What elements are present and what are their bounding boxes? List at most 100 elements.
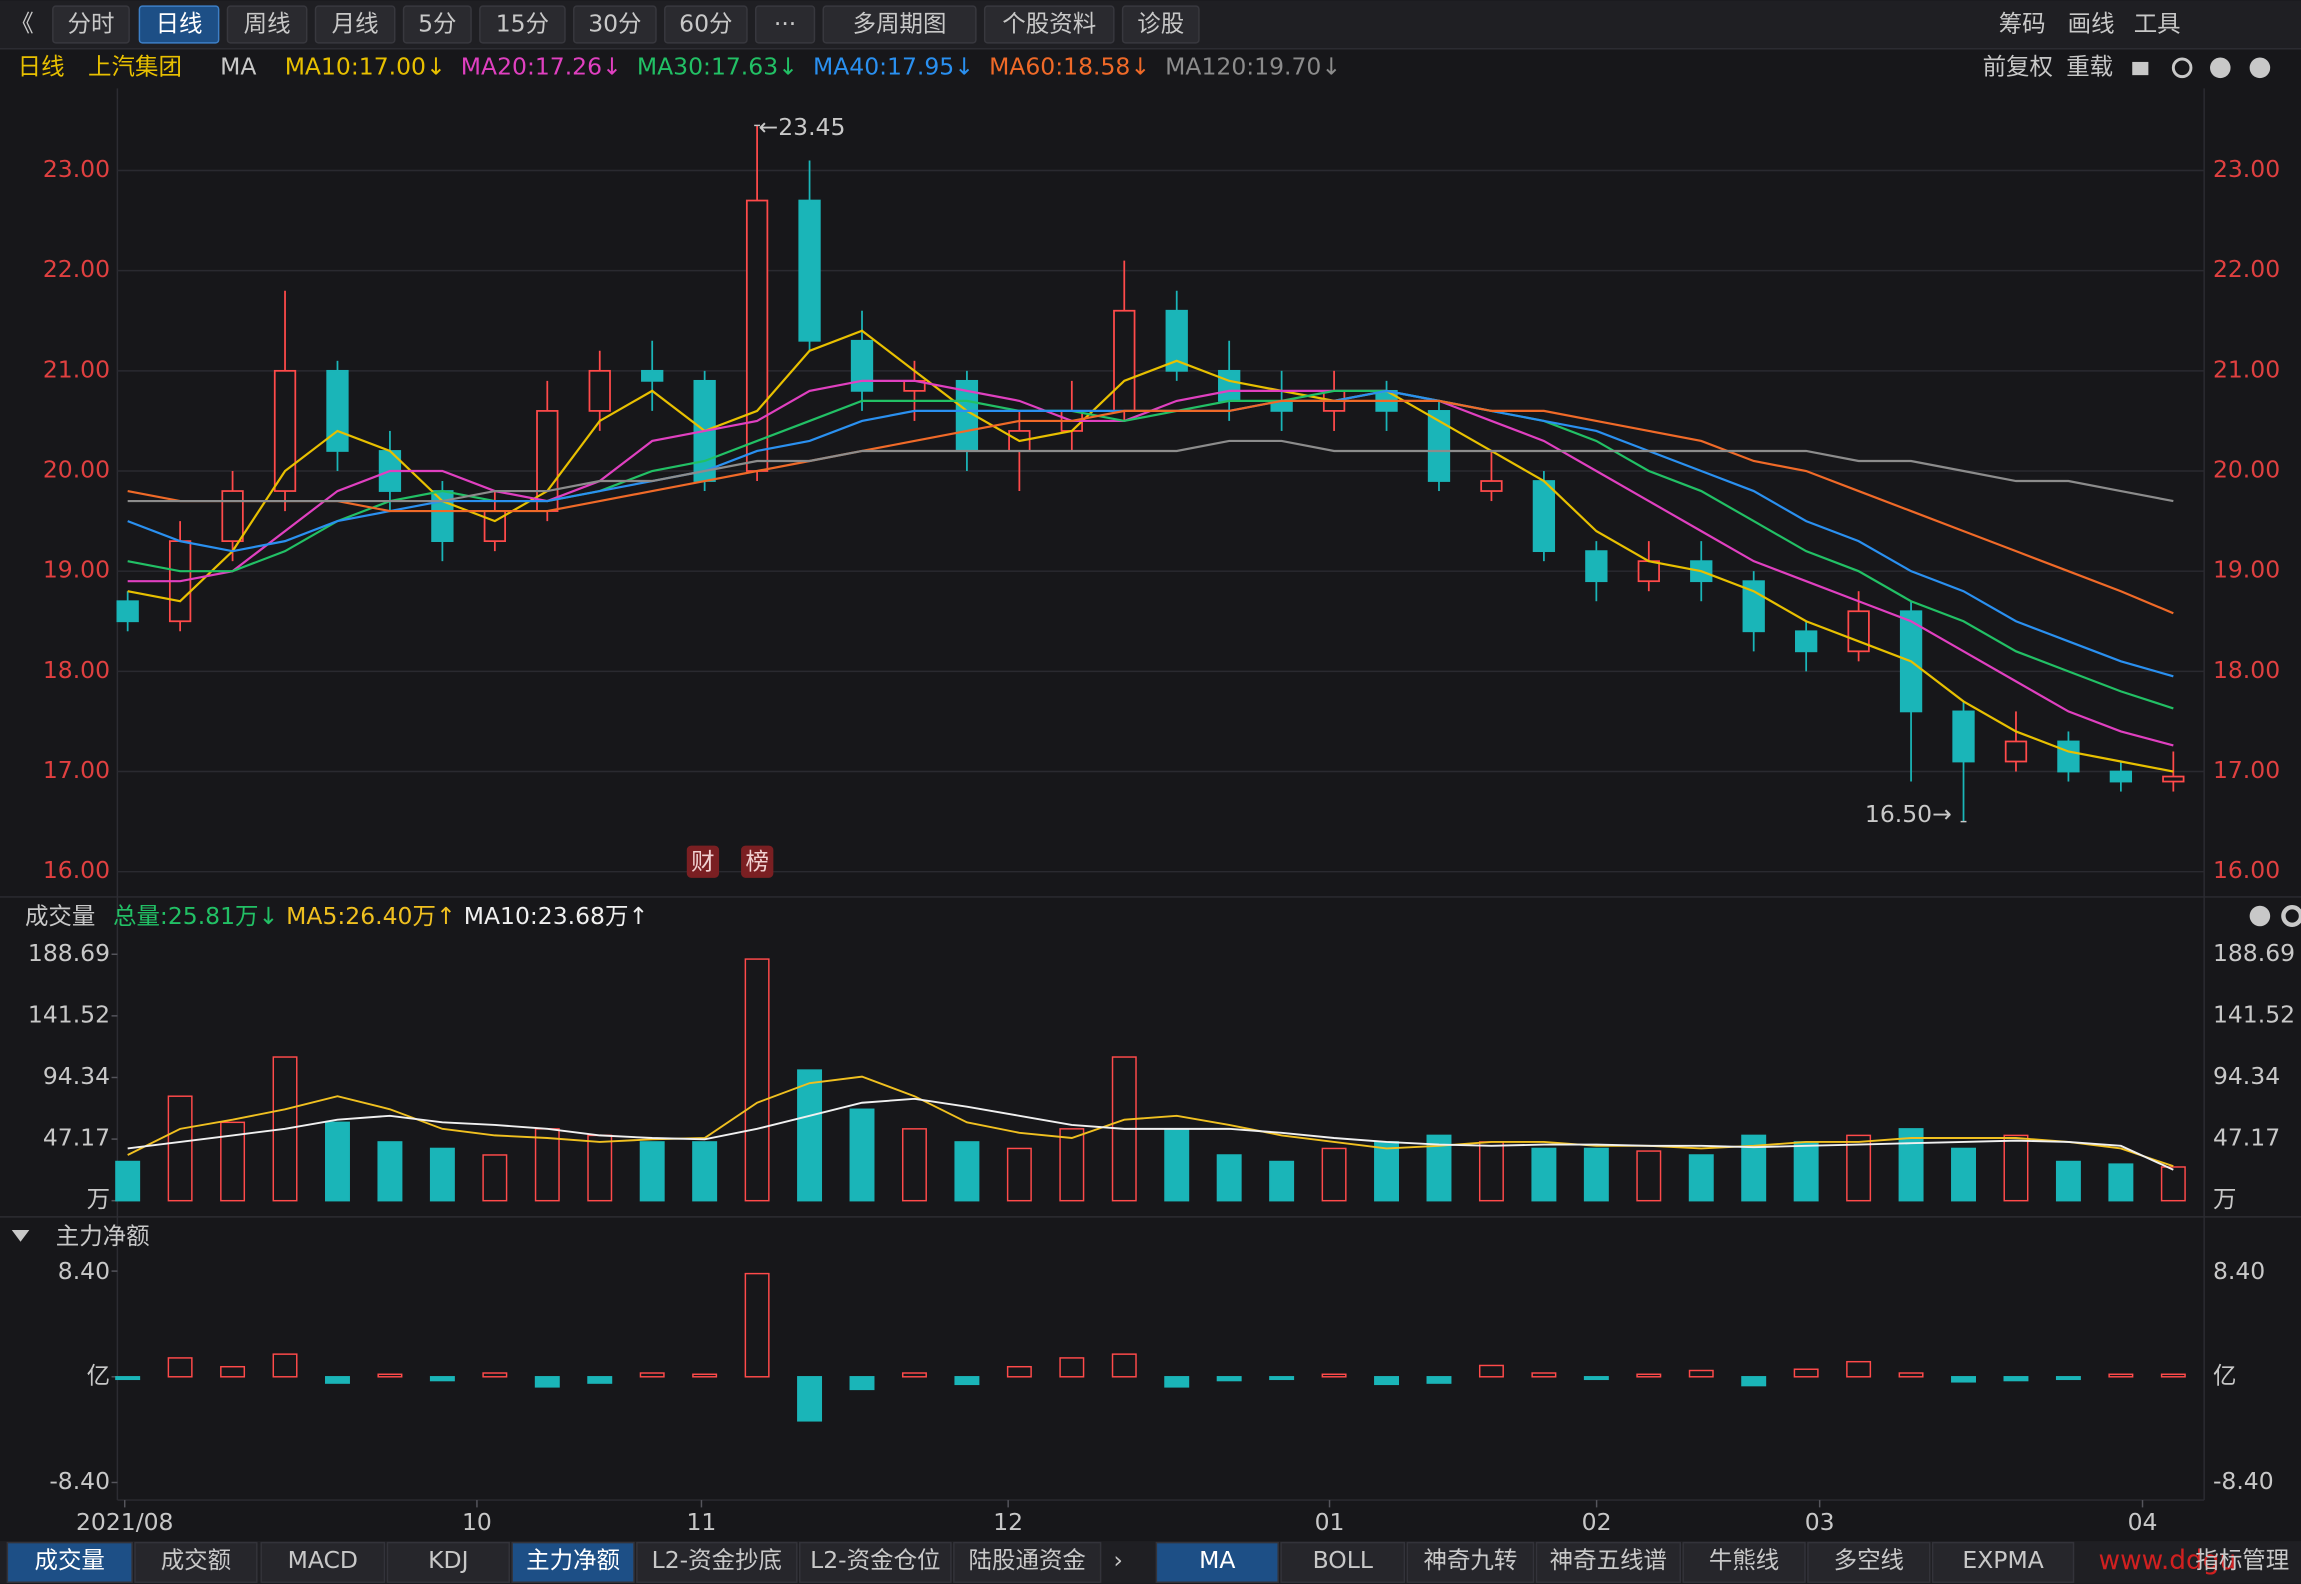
collapse-icon[interactable]	[11, 1230, 30, 1242]
volume-bar	[220, 1121, 246, 1202]
tab[interactable]: 60分	[679, 10, 732, 38]
y-tick-label-right: 16.00	[2213, 856, 2280, 884]
candle-body	[850, 339, 874, 392]
tab[interactable]: 诊股	[1137, 10, 1184, 38]
candle-body	[1532, 480, 1556, 553]
y-tick-label-right: 19.00	[2213, 556, 2280, 584]
indicator-tab-bg[interactable]	[799, 1541, 952, 1583]
tab[interactable]: 多周期图	[853, 10, 947, 38]
candle-body	[326, 369, 349, 452]
candle-body	[1637, 560, 1660, 583]
tab-bg[interactable]	[573, 5, 657, 44]
annotation: ←23.45	[759, 113, 846, 141]
net-flow-bar	[1478, 1364, 1504, 1378]
tool-button[interactable]: 工具	[2134, 10, 2181, 38]
tab[interactable]: 分时	[68, 10, 115, 38]
zoom-out-icon[interactable]	[2249, 57, 2271, 79]
tab[interactable]: 15分	[496, 10, 549, 38]
y-tick-label-right: 23.00	[2213, 155, 2280, 183]
news-badge-label[interactable]: 榜	[745, 848, 768, 876]
tab-bg[interactable]	[314, 5, 396, 44]
tab[interactable]: 个股资料	[1002, 10, 1096, 38]
indicator-tab[interactable]: MA	[1199, 1546, 1235, 1574]
tab-bg[interactable]	[1121, 5, 1200, 44]
tool-button[interactable]: 筹码	[1999, 10, 2046, 38]
tab-bg[interactable]	[226, 5, 308, 44]
indicator-tab[interactable]: L2-资金抄底	[652, 1546, 782, 1574]
indicator-tab[interactable]: 多空线	[1834, 1546, 1904, 1574]
zoom-in-icon[interactable]	[2210, 57, 2231, 79]
indicator-tab[interactable]: 成交量	[35, 1546, 105, 1574]
indicator-tab[interactable]: 成交额	[161, 1546, 231, 1574]
legend-entry: MA30:17.63↓	[637, 52, 798, 80]
tab-bg[interactable]	[755, 5, 816, 44]
indicator-tab-bg[interactable]	[1406, 1541, 1535, 1583]
indicator-tab[interactable]: KDJ	[428, 1546, 468, 1574]
tab[interactable]: 5分	[418, 10, 456, 38]
net-flow-bar	[797, 1376, 823, 1422]
indicator-tab-bg[interactable]	[260, 1541, 386, 1583]
indicator-tab-bg[interactable]	[953, 1541, 1102, 1583]
period-label: 日线	[18, 52, 65, 80]
indicator-tab-bg[interactable]	[6, 1541, 133, 1583]
indicator-tab[interactable]: 主力净额	[526, 1546, 620, 1574]
candle-body	[116, 600, 139, 623]
volume-bar	[1898, 1128, 1924, 1202]
tab-bg[interactable]	[479, 5, 566, 44]
indicator-tab[interactable]: BOLL	[1313, 1546, 1373, 1574]
indicator-tab-bg[interactable]	[511, 1541, 635, 1583]
indicator-tab[interactable]: L2-资金仓位	[810, 1546, 940, 1574]
y-tick-label: 188.69	[28, 939, 110, 967]
tab-bg[interactable]	[52, 5, 130, 44]
tab[interactable]: 日线	[156, 10, 203, 38]
info-button[interactable]: 前复权	[1983, 52, 2053, 80]
tool-button[interactable]: 画线	[2068, 10, 2115, 38]
back-button[interactable]: 《	[10, 10, 33, 38]
candle-body	[2109, 770, 2133, 783]
indicator-tab-bg[interactable]	[1807, 1541, 1931, 1583]
indicator-tab[interactable]: 牛熊线	[1709, 1546, 1779, 1574]
indicator-tab-bg[interactable]	[1280, 1541, 1406, 1583]
settings-icon[interactable]	[2281, 904, 2301, 928]
indicator-tab-bg[interactable]	[386, 1541, 510, 1583]
tab[interactable]: 月线	[332, 10, 379, 38]
tab[interactable]: 周线	[244, 10, 291, 38]
indicator-tab-bg[interactable]	[1535, 1541, 1681, 1583]
indicator-tab-bg[interactable]	[1155, 1541, 1279, 1583]
indicator-tab-bg[interactable]	[636, 1541, 798, 1583]
tab-bg[interactable]	[138, 5, 220, 44]
volume-bar	[849, 1108, 875, 1202]
tab[interactable]: 30分	[588, 10, 641, 38]
news-badge[interactable]	[741, 845, 774, 878]
net-flow-bar	[587, 1376, 613, 1384]
tab-bg[interactable]	[402, 5, 472, 44]
volume-bar	[1426, 1134, 1452, 1202]
scroll-arrow[interactable]: ›	[1114, 1546, 1123, 1574]
tab-bg[interactable]	[983, 5, 1115, 44]
y-tick-label: 22.00	[43, 255, 110, 283]
news-badge[interactable]	[686, 845, 720, 878]
indicator-tab[interactable]: 神奇五线谱	[1550, 1546, 1667, 1574]
tab[interactable]: ···	[774, 10, 796, 38]
indicator-tab-bg[interactable]	[1931, 1541, 2075, 1583]
tab-bg[interactable]	[664, 5, 748, 44]
indicator-tab[interactable]: 陆股通资金	[969, 1546, 1086, 1574]
indicator-manage[interactable]: 指标管理	[2195, 1546, 2289, 1574]
tab-bg[interactable]	[822, 5, 977, 44]
candle-body	[1480, 480, 1503, 492]
indicator-tab-bg[interactable]	[1682, 1541, 1806, 1583]
undo-icon[interactable]	[2171, 57, 2193, 79]
news-badge-label[interactable]: 财	[691, 848, 714, 876]
lock-icon[interactable]	[2132, 61, 2149, 76]
y-tick-label: 21.00	[43, 355, 110, 383]
indicator-tab[interactable]: 神奇九转	[1423, 1546, 1517, 1574]
close-icon[interactable]	[2249, 905, 2271, 927]
info-button[interactable]: 重载	[2066, 52, 2113, 80]
y-tick-label-right: 万	[2213, 1185, 2236, 1213]
indicator-tab-bg[interactable]	[134, 1541, 258, 1583]
candle-body	[1847, 610, 1870, 653]
net-flow-bar	[744, 1272, 770, 1378]
indicator-tab[interactable]: EXPMA	[1962, 1546, 2043, 1574]
indicator-tab[interactable]: MACD	[288, 1546, 358, 1574]
